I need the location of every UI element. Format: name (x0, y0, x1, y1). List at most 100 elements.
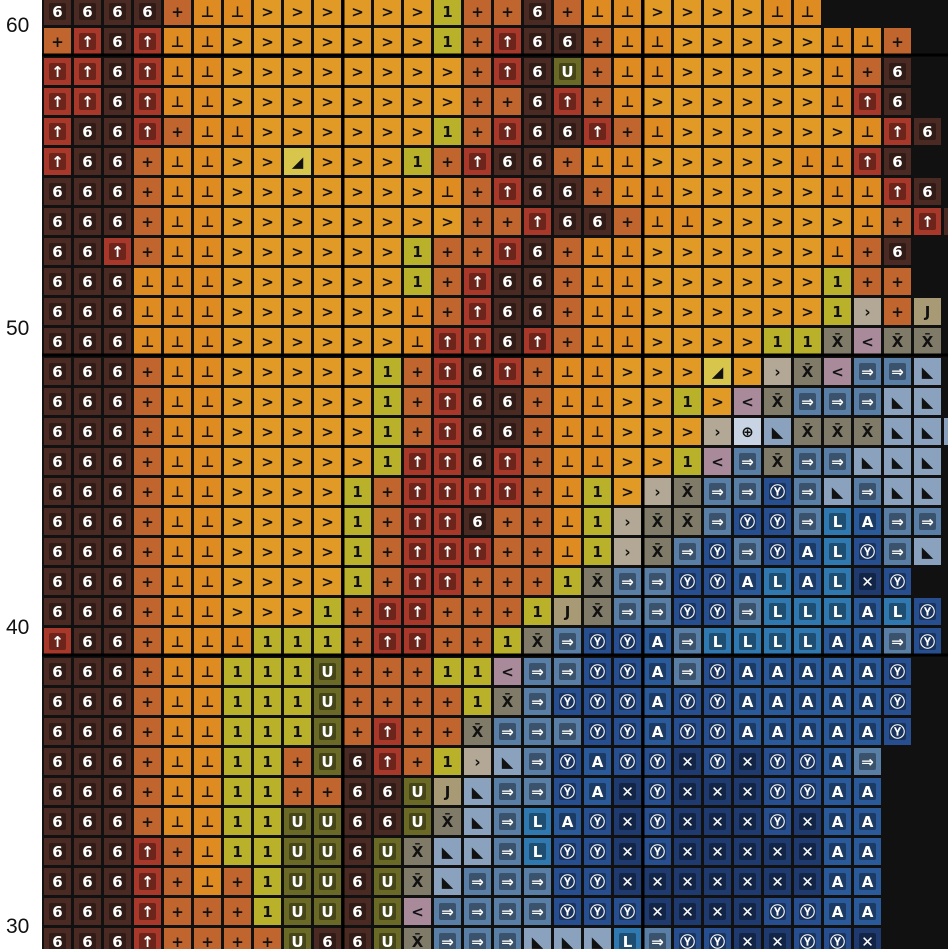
heatmap-cell: + (584, 178, 611, 205)
cell-symbol-blue: Ⓨ (620, 663, 635, 681)
heatmap-cell: Ⓨ (764, 478, 791, 505)
cell-symbol-steel-blue: ⇒ (501, 843, 514, 861)
heatmap-cell: ↑ (404, 598, 431, 625)
cell-symbol-orange: + (291, 753, 304, 771)
heatmap-cell: ◣ (464, 808, 491, 835)
cell-symbol-amber: ⊥ (591, 153, 605, 171)
cell-symbol-red: ↑ (501, 33, 514, 51)
heatmap-cell: ⊥ (164, 88, 191, 115)
heatmap-cell: > (254, 208, 281, 235)
heatmap-cell: > (644, 418, 671, 445)
heatmap-cell: ◣ (584, 928, 611, 949)
cell-symbol-gold: > (351, 123, 364, 141)
heatmap-cell: > (794, 268, 821, 295)
cell-symbol-light-blue: ◣ (532, 933, 544, 949)
heatmap-cell: > (794, 88, 821, 115)
cell-symbol-dark-brown: 6 (112, 93, 122, 111)
cell-symbol-amber: ⊥ (171, 303, 185, 321)
cell-symbol-gold: > (621, 453, 634, 471)
cell-symbol-gold: > (741, 273, 754, 291)
cell-symbol-gold: > (261, 33, 274, 51)
heatmap-cell: > (404, 0, 431, 25)
cell-symbol-red: ↑ (51, 153, 64, 171)
heatmap-cell: > (284, 358, 311, 385)
cell-symbol-azure: L (833, 603, 843, 621)
cell-symbol-gold: > (441, 213, 454, 231)
heatmap-cell: ⇒ (524, 868, 551, 895)
heatmap-cell: ⇒ (644, 568, 671, 595)
cell-symbol-dark-brown: 6 (52, 423, 62, 441)
heatmap-cell: > (224, 178, 251, 205)
cell-symbol-amber: ⊥ (201, 633, 215, 651)
heatmap-cell: > (764, 178, 791, 205)
heatmap-cell: 6 (314, 928, 341, 949)
cell-symbol-red: ↑ (471, 483, 484, 501)
cell-symbol-blue: Ⓨ (620, 753, 635, 771)
cell-symbol-light-taupe: › (864, 303, 870, 321)
heatmap-cell: 6 (74, 568, 101, 595)
heatmap-cell: U (284, 898, 311, 925)
heatmap-cell: > (614, 448, 641, 475)
heatmap-cell: ⊥ (194, 508, 221, 535)
heatmap-cell: ⊥ (194, 628, 221, 655)
heatmap-cell: + (494, 538, 521, 565)
cell-symbol-gold: > (801, 123, 814, 141)
heatmap-cell: > (704, 0, 731, 25)
heatmap-cell: 6 (44, 868, 71, 895)
cell-symbol-steel-blue: ⇒ (501, 723, 514, 741)
cell-symbol-gold: > (261, 273, 274, 291)
cell-symbol-amber: ⊥ (651, 63, 665, 81)
cell-symbol-dark-brown: 6 (112, 153, 122, 171)
heatmap-cell: 6 (104, 148, 131, 175)
heatmap-cell: A (824, 868, 851, 895)
heatmap-cell: ↑ (374, 718, 401, 745)
cell-symbol-dark-brown: 6 (112, 363, 122, 381)
cell-symbol-light-blue: ◣ (472, 813, 484, 831)
heatmap-cell: ↑ (134, 838, 161, 865)
cell-symbol-orange: + (891, 273, 904, 291)
cell-symbol-blue: Ⓨ (770, 543, 785, 561)
cell-symbol-gold: > (291, 453, 304, 471)
cell-symbol-olive-yellow: 1 (262, 783, 272, 801)
cell-symbol-amber: ⊥ (171, 813, 185, 831)
heatmap-cell: + (584, 58, 611, 85)
cell-symbol-gold: > (381, 3, 394, 21)
heatmap-cell: + (374, 508, 401, 535)
heatmap-cell: 6 (344, 808, 371, 835)
heatmap-cell: 1 (254, 778, 281, 805)
heatmap-cell: > (284, 418, 311, 445)
cell-symbol-amber: ⊥ (771, 3, 785, 21)
heatmap-cell: > (644, 448, 671, 475)
cell-symbol-navy: ✕ (651, 873, 664, 891)
heatmap-cell: > (734, 328, 761, 355)
cell-symbol-medium-blue: A (592, 783, 604, 801)
cell-symbol-amber: ⊥ (651, 33, 665, 51)
cell-symbol-blue: Ⓨ (710, 663, 725, 681)
heatmap-cell: > (704, 178, 731, 205)
cell-symbol-blue: Ⓨ (680, 573, 695, 591)
cell-symbol-orange: + (201, 933, 214, 949)
cell-symbol-gold: > (801, 33, 814, 51)
heatmap-cell: ⇒ (524, 748, 551, 775)
heatmap-cell: ◣ (524, 928, 551, 949)
cell-symbol-gold: > (381, 93, 394, 111)
cell-symbol-light-taupe: › (654, 483, 660, 501)
cell-symbol-red: ↑ (891, 183, 904, 201)
heatmap-cell: ⊥ (224, 118, 251, 145)
cell-symbol-red: ↑ (471, 543, 484, 561)
heatmap-cell: ⇒ (524, 688, 551, 715)
heatmap-cell: > (734, 268, 761, 295)
cell-symbol-gold: > (321, 303, 334, 321)
heatmap-cell: ⊥ (164, 568, 191, 595)
cell-symbol-dark-brown: 6 (82, 183, 92, 201)
cell-symbol-gold: > (741, 363, 754, 381)
heatmap-cell: ✕ (764, 868, 791, 895)
heatmap-cell: > (434, 58, 461, 85)
heatmap-cell: > (764, 118, 791, 145)
cell-symbol-dark-brown: 6 (112, 903, 122, 921)
heatmap-cell: 6 (104, 598, 131, 625)
heatmap-cell: > (254, 538, 281, 565)
heatmap-cell: > (344, 88, 371, 115)
cell-symbol-navy: ✕ (621, 813, 634, 831)
heatmap-cell: + (404, 748, 431, 775)
